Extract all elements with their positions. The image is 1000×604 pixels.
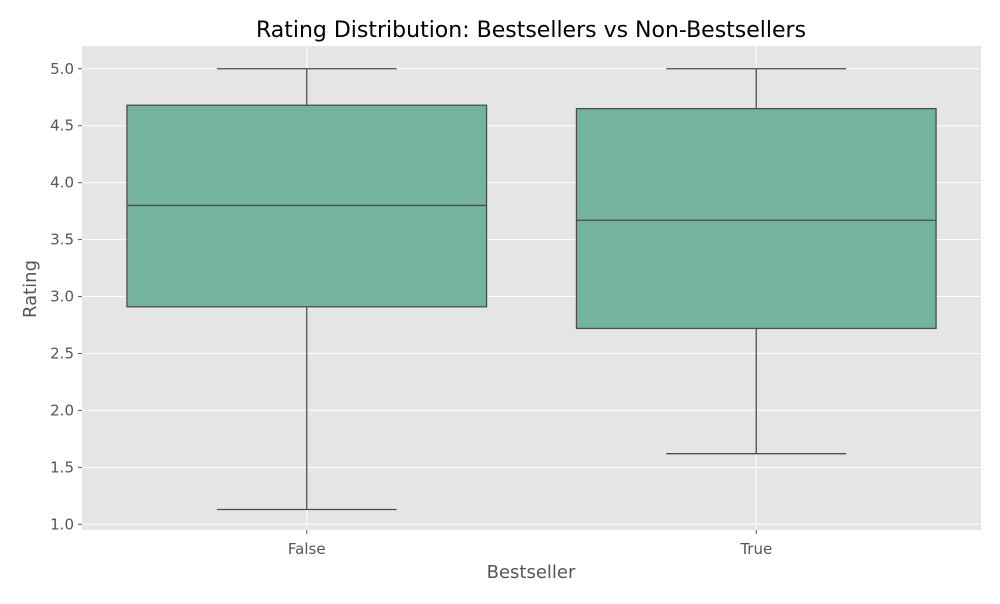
y-tick-label: 3.5 <box>50 231 74 249</box>
y-tick-label: 4.5 <box>50 117 74 135</box>
boxes-layer <box>126 68 937 511</box>
box-group-false <box>126 68 488 511</box>
y-tick-label: 1.5 <box>50 458 74 476</box>
x-tick-label: True <box>739 540 772 558</box>
x-axis-label: Bestseller <box>487 562 576 583</box>
y-tick-label: 4.0 <box>50 174 74 192</box>
x-tick-label: False <box>288 540 326 558</box>
box-group-true <box>575 68 937 455</box>
y-tick-label: 1.0 <box>50 515 74 533</box>
y-tick-label: 3.0 <box>50 288 74 306</box>
y-tick-label: 5.0 <box>50 60 74 78</box>
x-tick-labels: False True <box>288 530 772 558</box>
y-tick-labels: 1.0 1.5 2.0 2.5 3.0 3.5 4.0 4.5 5.0 <box>50 60 82 533</box>
chart-title: Rating Distribution: Bestsellers vs Non-… <box>256 18 806 43</box>
iqr-box <box>575 107 937 330</box>
y-tick-label: 2.0 <box>50 401 74 419</box>
y-tick-label: 2.5 <box>50 344 74 362</box>
y-axis-label: Rating <box>20 260 41 318</box>
